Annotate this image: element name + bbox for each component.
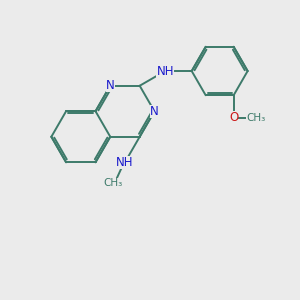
Text: CH₃: CH₃ (103, 178, 123, 188)
Text: NH: NH (116, 156, 134, 169)
Text: NH: NH (156, 64, 174, 77)
Text: O: O (229, 111, 238, 124)
Text: N: N (106, 79, 115, 92)
Text: CH₃: CH₃ (246, 113, 266, 123)
Text: N: N (150, 105, 159, 118)
